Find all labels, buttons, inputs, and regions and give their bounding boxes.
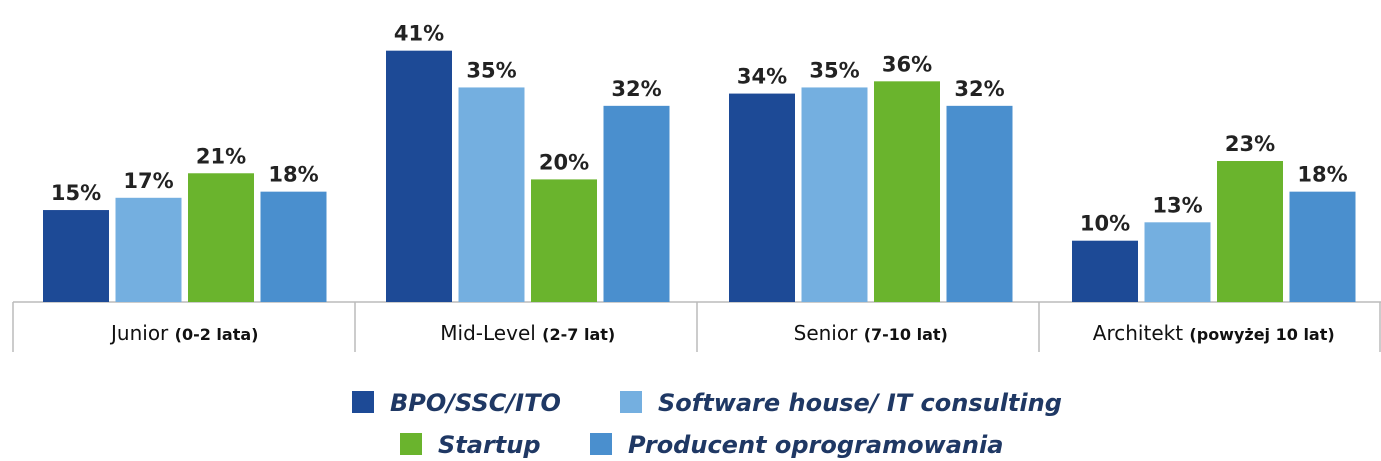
value-label: 23% [1225, 132, 1275, 156]
legend-label: BPO/SSC/ITO [390, 389, 561, 417]
category-name: Senior [794, 321, 858, 345]
category-range: (7-10 lat) [864, 325, 948, 344]
bar [729, 93, 795, 302]
legend-label: Producent oprogramowania [628, 431, 1003, 459]
legend-label: Software house/ IT consulting [658, 389, 1062, 417]
value-label: 21% [196, 144, 246, 168]
value-label: 17% [123, 169, 173, 193]
category-label: Mid-Level (2-7 lat) [440, 321, 615, 345]
bar [1072, 240, 1138, 302]
legend-swatch [620, 391, 642, 413]
value-label: 32% [611, 77, 661, 101]
category-label: Junior (0-2 lata) [109, 321, 258, 345]
legend-swatch [352, 391, 374, 413]
legend-label: Startup [438, 431, 541, 459]
value-label: 35% [466, 58, 516, 82]
legend-swatch [590, 433, 612, 455]
value-label: 34% [737, 65, 787, 89]
bar [43, 210, 109, 302]
category-range: (2-7 lat) [542, 325, 615, 344]
value-label: 35% [809, 58, 859, 82]
bar [1217, 161, 1283, 302]
bar [946, 105, 1013, 302]
value-label: 18% [1297, 163, 1347, 187]
value-label: 10% [1080, 212, 1130, 236]
bar [874, 81, 940, 302]
bar [603, 105, 670, 302]
value-label: 36% [882, 52, 932, 76]
category-label: Architekt (powyżej 10 lat) [1093, 321, 1335, 345]
bar [1289, 191, 1356, 302]
category-range: (0-2 lata) [175, 325, 259, 344]
value-label: 41% [394, 22, 444, 46]
value-label: 18% [268, 163, 318, 187]
bar [531, 179, 597, 302]
bar [115, 197, 182, 302]
bar [260, 191, 327, 302]
bar [188, 173, 254, 302]
bar [1144, 222, 1211, 302]
category-name: Architekt [1093, 321, 1183, 345]
bar [801, 87, 868, 302]
category-name: Mid-Level [440, 321, 536, 345]
value-label: 32% [954, 77, 1004, 101]
value-label: 20% [539, 150, 589, 174]
category-label: Senior (7-10 lat) [794, 321, 948, 345]
value-label: 13% [1152, 193, 1202, 217]
category-name: Junior [109, 321, 169, 345]
value-label: 15% [51, 181, 101, 205]
legend-swatch [400, 433, 422, 455]
bar [458, 87, 525, 302]
category-range: (powyżej 10 lat) [1189, 325, 1334, 344]
bar [386, 50, 452, 302]
